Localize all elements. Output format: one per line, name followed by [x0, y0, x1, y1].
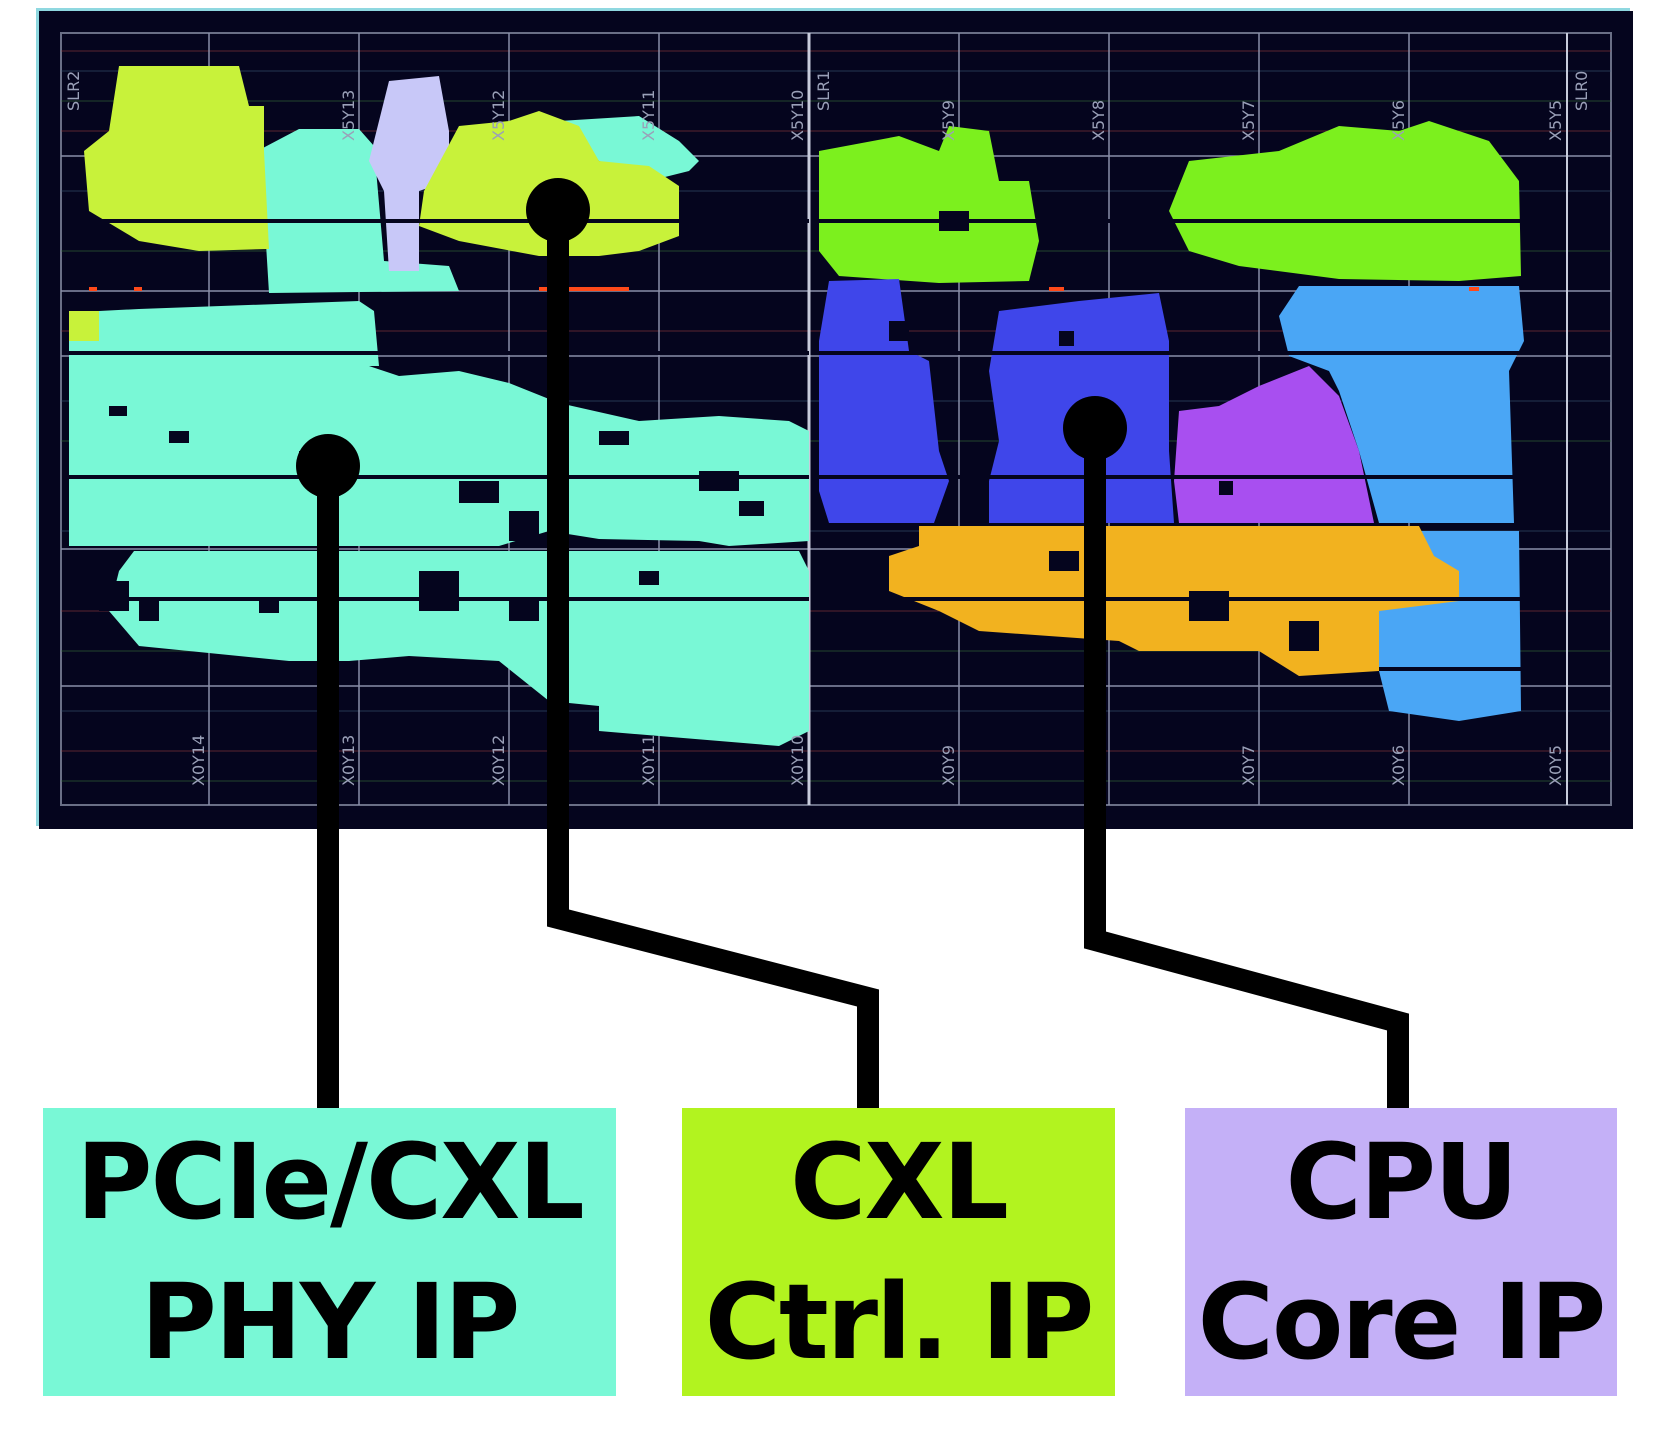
phy-label-line2: PHY IP [140, 1261, 521, 1383]
tag-x5y10: X5Y10 [788, 90, 807, 141]
tag-x5y7: X5Y7 [1239, 100, 1258, 141]
tag-x0y13: X0Y13 [339, 735, 358, 786]
tag-x0y14: X0Y14 [189, 735, 208, 786]
tag-x0y10: X0Y10 [788, 735, 807, 786]
phy-label-line1: PCIe/CXL [76, 1121, 585, 1243]
tag-x0y6: X0Y6 [1389, 745, 1408, 786]
ctrl-ip-label: CXL Ctrl. IP [682, 1108, 1115, 1396]
green-region [819, 121, 1521, 283]
tag-slr0: SLR0 [1572, 71, 1591, 111]
ctrl-label-line1: CXL [790, 1121, 1009, 1243]
tag-x5y11: X5Y11 [639, 90, 658, 141]
tag-x0y7: X0Y7 [1239, 745, 1258, 786]
tag-x5y12: X5Y12 [489, 90, 508, 141]
tag-x5y9: X5Y9 [939, 100, 958, 141]
floorplan-canvas: SLR2 SLR1 SLR0 X5Y13 X5Y12 X5Y11 X5Y10 X… [39, 11, 1633, 829]
tag-slr1: SLR1 [814, 71, 833, 111]
cpu-label-line2: Core IP [1197, 1261, 1607, 1383]
tag-x5y8: X5Y8 [1089, 100, 1108, 141]
tag-x5y5: X5Y5 [1546, 100, 1565, 141]
cpu-label-line1: CPU [1285, 1121, 1519, 1243]
tag-x0y5: X0Y5 [1546, 745, 1565, 786]
cpu-ip-label: CPU Core IP [1185, 1108, 1617, 1396]
tag-x5y13: X5Y13 [339, 90, 358, 141]
ctrl-label-line2: Ctrl. IP [704, 1261, 1095, 1383]
tag-x5y6: X5Y6 [1389, 100, 1408, 141]
tag-x0y12: X0Y12 [489, 735, 508, 786]
fpga-floorplan: SLR2 SLR1 SLR0 X5Y13 X5Y12 X5Y11 X5Y10 X… [36, 8, 1633, 829]
tag-x0y11: X0Y11 [639, 735, 658, 786]
tag-slr2: SLR2 [64, 71, 83, 111]
phy-ip-label: PCIe/CXL PHY IP [43, 1108, 616, 1396]
skyblue-region [1279, 286, 1524, 721]
tag-x0y9: X0Y9 [939, 745, 958, 786]
